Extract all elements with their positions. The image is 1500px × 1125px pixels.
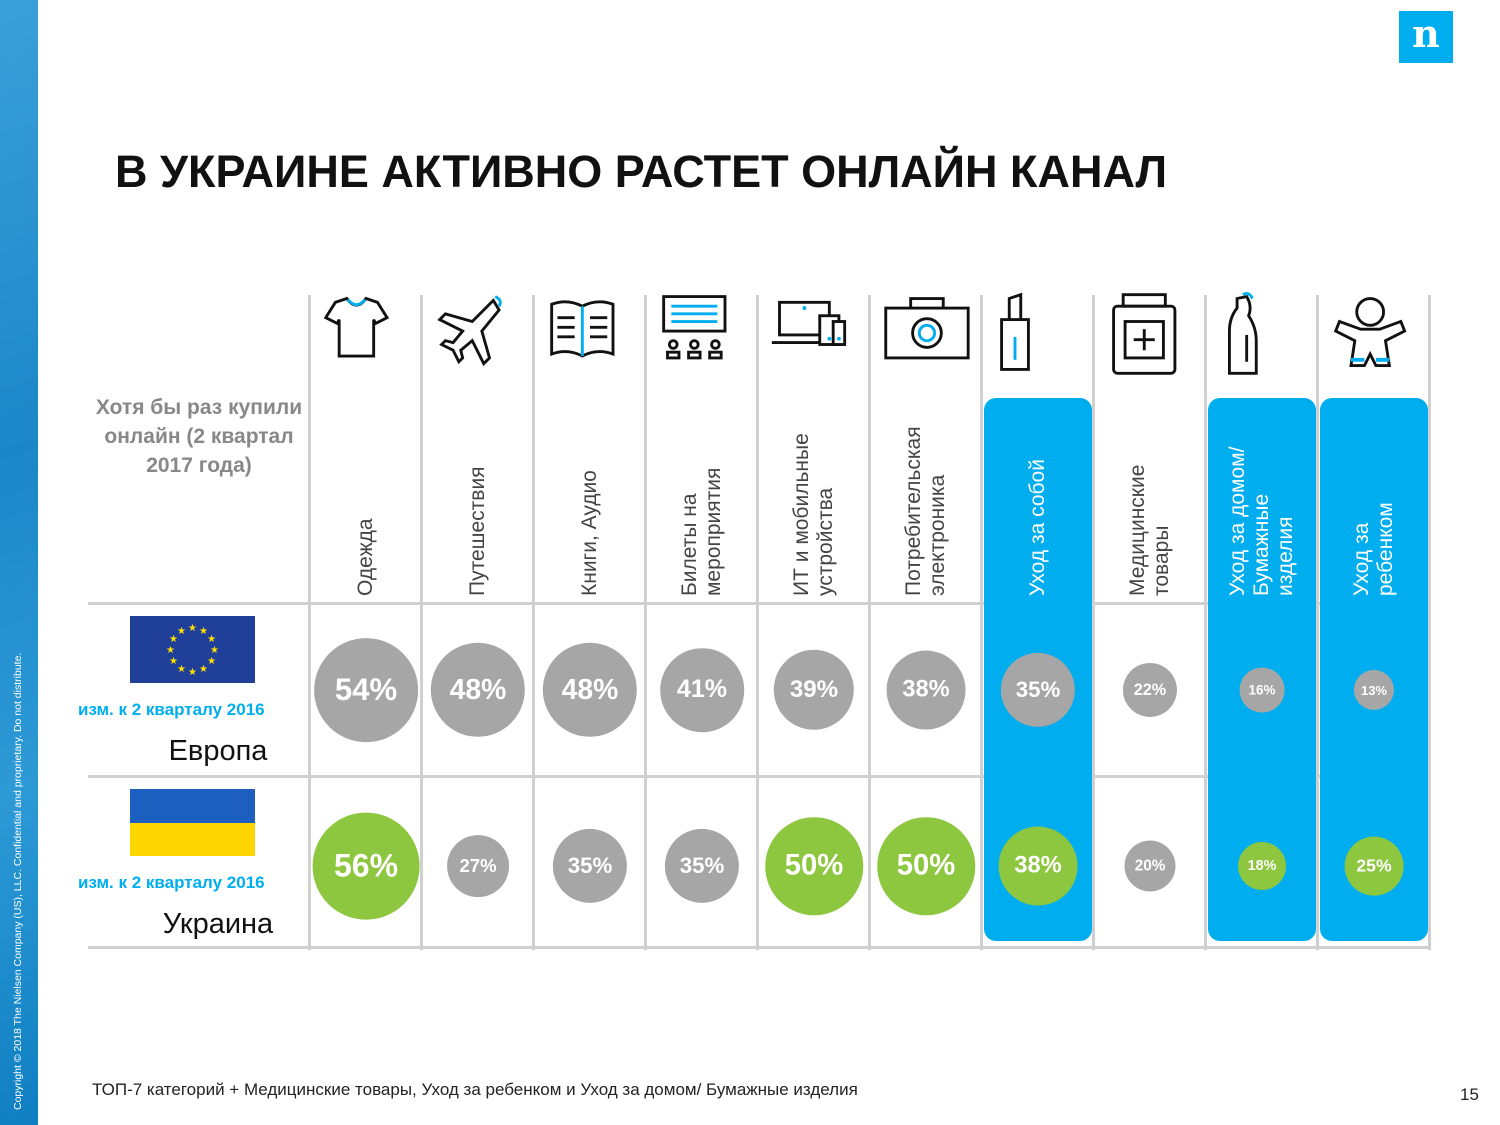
column-divider xyxy=(644,295,647,950)
ukraine-change-label: изм. к 2 кварталу 2016 xyxy=(78,873,265,892)
column-divider xyxy=(1204,295,1207,950)
event-tickets-icon xyxy=(646,285,758,380)
category-label: Одежда xyxy=(310,396,422,596)
category-label-text: Уход за ребенком xyxy=(1350,502,1397,596)
category-label-text: Книги, Аудио xyxy=(578,470,601,596)
category-label: Уход за ребенком xyxy=(1318,396,1430,596)
category-label-text: ИТ и мобильные устройства xyxy=(790,433,837,596)
svg-text:★: ★ xyxy=(177,626,186,637)
value-bubble: 50% xyxy=(765,817,863,915)
lipstick-icon xyxy=(982,285,1094,380)
value-bubble: 35% xyxy=(1000,652,1076,728)
value-bubble: 20% xyxy=(1124,840,1176,892)
row-divider xyxy=(88,946,1430,949)
sidebar-decoration xyxy=(0,0,38,1125)
svg-text:★: ★ xyxy=(188,623,197,634)
cleaner-bottle-icon xyxy=(1206,285,1318,380)
value-bubble: 13% xyxy=(1353,669,1395,711)
category-label: Уход за собой xyxy=(982,396,1094,596)
column-divider xyxy=(868,295,871,950)
category-label: Потребительская электроника xyxy=(870,396,982,596)
ukraine-flag xyxy=(130,789,255,856)
copyright-text: Copyright © 2018 The Nielsen Company (US… xyxy=(12,652,24,1110)
airplane-icon xyxy=(422,285,534,380)
column-divider xyxy=(532,295,535,950)
column-divider xyxy=(980,295,983,950)
category-label-text: Одежда xyxy=(354,518,377,596)
region-europe: Европа xyxy=(168,735,268,767)
value-bubble: 50% xyxy=(877,817,975,915)
tshirt-icon xyxy=(310,285,422,380)
value-bubble: 48% xyxy=(542,642,638,738)
category-label: Билеты на мероприятия xyxy=(646,396,758,596)
svg-text:★: ★ xyxy=(166,645,175,656)
svg-text:★: ★ xyxy=(169,656,178,667)
category-label: Путешествия xyxy=(422,396,534,596)
value-bubble: 16% xyxy=(1239,667,1285,713)
devices-icon xyxy=(758,285,870,380)
value-bubble: 56% xyxy=(312,812,420,920)
category-label-text: Путешествия xyxy=(466,466,489,596)
value-bubble: 48% xyxy=(430,642,526,738)
baby-icon xyxy=(1318,285,1430,380)
europe-change-label: изм. к 2 кварталу 2016 xyxy=(78,700,265,719)
value-bubble: 54% xyxy=(314,638,418,742)
value-bubble: 39% xyxy=(773,649,855,731)
svg-text:★: ★ xyxy=(207,634,216,645)
metric-note: Хотя бы раз купили онлайн (2 квартал 201… xyxy=(95,396,303,477)
svg-text:★: ★ xyxy=(199,664,208,675)
column-divider xyxy=(420,295,423,950)
category-label: ИТ и мобильные устройства xyxy=(758,396,870,596)
value-bubble: 41% xyxy=(660,648,744,732)
page-number: 15 xyxy=(1460,1085,1479,1104)
value-bubble: 18% xyxy=(1238,842,1286,890)
category-label-text: Потребительская электроника xyxy=(902,426,949,596)
row-divider xyxy=(88,602,1430,605)
column-divider xyxy=(308,295,311,950)
category-label-text: Медицинские товары xyxy=(1126,464,1173,596)
column-divider xyxy=(1092,295,1095,950)
svg-text:★: ★ xyxy=(177,664,186,675)
eu-flag: ★ ★★★★★★★★★★★ xyxy=(130,616,255,683)
svg-text:★: ★ xyxy=(169,634,178,645)
svg-text:★: ★ xyxy=(210,645,219,656)
book-icon xyxy=(534,285,646,380)
camera-icon xyxy=(870,285,982,380)
column-divider xyxy=(1428,295,1431,950)
medicine-jar-icon xyxy=(1094,285,1206,380)
column-divider xyxy=(1316,295,1319,950)
region-ukraine: Украина xyxy=(162,908,274,940)
svg-text:★: ★ xyxy=(199,626,208,637)
category-label-text: Уход за домом/ Бумажные изделия xyxy=(1226,446,1297,596)
svg-text:★: ★ xyxy=(207,656,216,667)
value-bubble: 38% xyxy=(998,826,1078,906)
nielsen-logo: n xyxy=(1399,11,1453,63)
category-label-text: Уход за собой xyxy=(1026,459,1049,596)
category-label-text: Билеты на мероприятия xyxy=(678,467,725,596)
category-label: Книги, Аудио xyxy=(534,396,646,596)
value-bubble: 22% xyxy=(1122,662,1178,718)
category-label: Медицинские товары xyxy=(1094,396,1206,596)
value-bubble: 35% xyxy=(552,828,628,904)
page-title: В УКРАИНЕ АКТИВНО РАСТЕТ ОНЛАЙН КАНАЛ xyxy=(115,146,1168,197)
row-divider xyxy=(88,775,1430,778)
value-bubble: 38% xyxy=(886,650,966,730)
value-bubble: 27% xyxy=(447,835,509,897)
column-divider xyxy=(756,295,759,950)
svg-text:★: ★ xyxy=(188,667,197,678)
footnote: ТОП-7 категорий + Медицинские товары, Ух… xyxy=(92,1080,858,1099)
category-label: Уход за домом/ Бумажные изделия xyxy=(1206,396,1318,596)
value-bubble: 25% xyxy=(1344,836,1404,896)
value-bubble: 35% xyxy=(664,828,740,904)
